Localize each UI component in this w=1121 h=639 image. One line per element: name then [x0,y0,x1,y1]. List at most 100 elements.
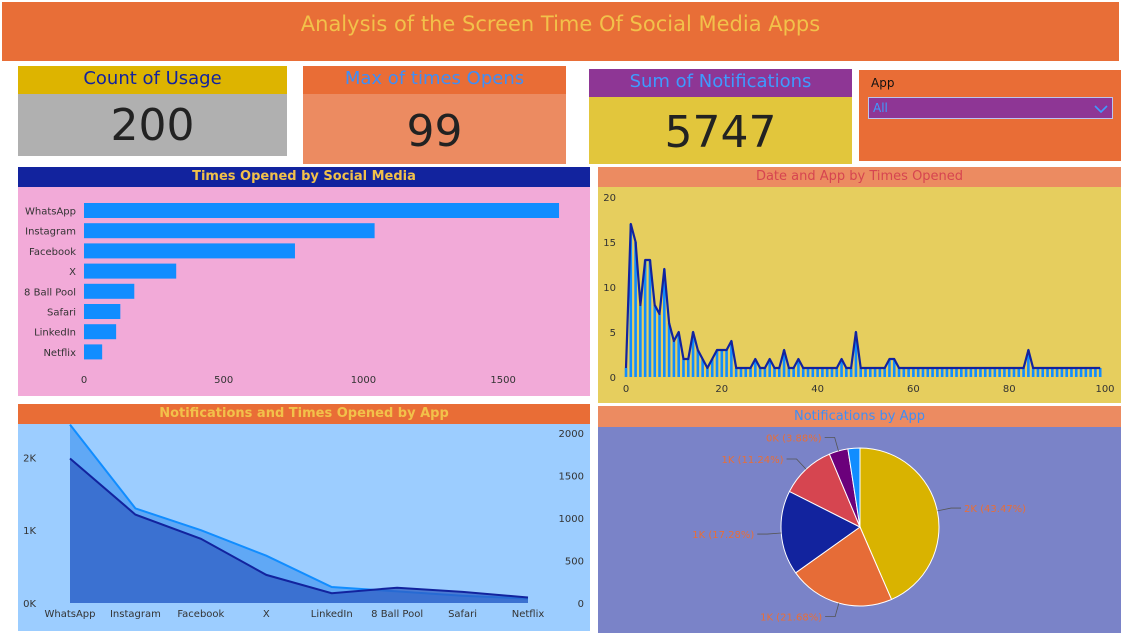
pie-leader-line [937,507,962,512]
area-right-y-tick-label: 1500 [559,472,584,483]
pie-data-label: 2K (43.47%) [964,504,1026,515]
notifications-pie-panel: Notifications by App 2K (43.47%) 1K (21.6… [598,406,1121,633]
line-column [960,368,963,377]
line-column [1046,368,1049,377]
line-column [806,368,810,377]
pie-slice [859,447,940,601]
line-column [787,368,791,377]
line-column [710,359,714,377]
line-column [696,350,700,377]
line-column [974,368,977,377]
line-column [1007,368,1011,377]
area-x-tick-label: Netflix [512,609,545,620]
area-right-y-tick-label: 1000 [559,514,584,525]
line-column [1003,368,1006,377]
line-column [993,368,997,377]
app-slicer-dropdown[interactable]: All [868,97,1113,119]
line-column [725,350,728,377]
area-series-times-opened [70,458,528,603]
date-app-line-panel: Date and App by Times Opened 0 5 10 15 20 0 20… [598,167,1121,403]
line-column [739,368,743,377]
area-x-tick-label: 8 Ball Pool [371,609,423,620]
line-column [715,350,719,377]
line-column [701,359,704,377]
line-column [801,368,805,377]
line-column [682,359,685,377]
line-y-tick-label: 10 [603,283,616,294]
line-column [955,368,958,377]
line-column [734,368,738,377]
bar-chart-title: Times Opened by Social Media [18,167,590,187]
line-column [878,368,882,377]
line-x-tick-label: 100 [1095,384,1114,395]
area-left-y-tick-label: 0K [23,599,36,610]
line-column [1060,368,1064,377]
card-sum-of-notifications: Sum of Notifications 5747 [589,69,852,164]
bar-x-tick-label: 1500 [490,375,515,386]
line-column [921,368,925,377]
bar-category-label: LinkedIn [34,328,76,339]
line-column [1012,368,1016,377]
line-column [912,368,915,377]
line-column [888,359,891,377]
line-column [1051,368,1054,377]
line-column [979,368,982,377]
line-column [667,323,671,377]
line-column [639,305,642,377]
line-column [1084,368,1088,377]
area-right-y-tick-label: 2000 [559,429,584,440]
area-chart: 0K 1K 2K 0 500 1000 1500 2000 WhatsApp Instagram F… [23,423,584,620]
pie-slice [794,526,893,607]
line-column [849,368,853,377]
line-column [821,368,824,377]
line-column [840,359,843,377]
area-x-tick-label: Instagram [110,609,161,620]
times-opened-bar-panel: Times Opened by Social Media WhatsApp Ins… [18,167,590,396]
bar-category-label: X [69,267,76,278]
card-count-of-usage: Count of Usage 200 [18,66,287,156]
bar [84,223,375,239]
line-column [653,305,657,377]
area-left-y-tick-label: 2K [23,453,36,464]
line-column [624,368,628,377]
bar-x-tick-label: 1000 [351,375,376,386]
card-max-times-opens-title: Max of times Opens [344,68,525,89]
line-column [883,368,886,377]
line-column [730,341,733,377]
line-column [1031,368,1035,377]
line-column [902,368,906,377]
line-column [797,359,800,377]
line-column [648,260,652,377]
area-right-y-tick-label: 0 [578,599,584,610]
line-column [1055,368,1059,377]
report-header: Analysis of the Screen Time Of Social Me… [2,2,1119,61]
line-column [1065,368,1068,377]
chevron-down-icon [1094,105,1108,114]
pie-leader-line [824,437,839,452]
bar-x-tick-label: 0 [81,375,87,386]
bar-category-label: Facebook [29,247,76,258]
line-column [940,368,944,377]
line-column [663,269,666,377]
line-column [1036,368,1040,377]
line-column [677,332,680,377]
app-slicer-label: App [871,76,895,90]
line-column [892,359,896,377]
line-column [720,350,724,377]
card-sum-of-notifications-value: 5747 [664,107,777,158]
pie-data-label: 1K (17.28%) [692,530,754,541]
bar-category-label: Netflix [43,348,76,359]
line-chart-title: Date and App by Times Opened [598,167,1121,187]
area-x-tick-label: Safari [448,609,477,620]
line-column [672,341,676,377]
area-x-tick-label: WhatsApp [44,609,95,620]
card-max-times-opens-value: 99 [406,106,463,157]
line-column [658,314,661,377]
line-column [868,368,872,377]
line-column [825,368,829,377]
card-count-of-usage-title: Count of Usage [83,68,222,89]
app-slicer: App All [859,70,1121,161]
line-column [907,368,910,377]
line-column [1074,368,1078,377]
line-x-tick-label: 0 [623,384,629,395]
